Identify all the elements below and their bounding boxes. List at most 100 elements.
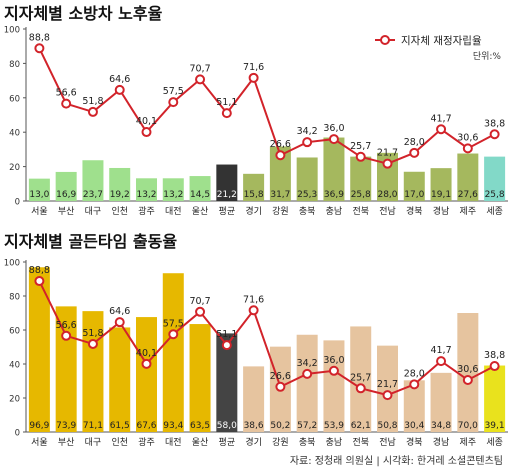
bottom-category-label: 강원 bbox=[272, 437, 289, 448]
top-line-point bbox=[355, 151, 366, 162]
top-bar-label: 13,0 bbox=[29, 190, 49, 200]
top-category-label: 전남 bbox=[379, 206, 396, 217]
bottom-bar-label: 39,1 bbox=[485, 421, 505, 431]
bottom-category-label: 제주 bbox=[460, 437, 477, 448]
bottom-bar-label: 67,6 bbox=[136, 421, 156, 431]
bottom-bar-서울 bbox=[28, 267, 50, 432]
top-category-label: 강원 bbox=[272, 206, 289, 217]
top-bar-강원 bbox=[269, 146, 291, 201]
bottom-bar-전남 bbox=[377, 345, 398, 432]
bottom-bar-경북 bbox=[403, 380, 425, 432]
bottom-line-point bbox=[275, 381, 286, 392]
top-category-label: 인천 bbox=[111, 206, 128, 217]
bottom-bar-인천 bbox=[109, 327, 131, 432]
top-line-label: 56,6 bbox=[56, 88, 77, 99]
top-bar-label: 13,2 bbox=[163, 190, 183, 200]
bottom-line-point bbox=[489, 361, 500, 372]
bottom-line-label: 26,6 bbox=[270, 371, 291, 382]
bottom-line-point bbox=[328, 365, 339, 376]
bottom-category-label: 경기 bbox=[245, 436, 262, 448]
top-bar-부산 bbox=[55, 171, 77, 201]
top-bar-label: 16,9 bbox=[56, 190, 76, 200]
top-line-point bbox=[489, 129, 500, 140]
top-bar-label: 25,8 bbox=[485, 190, 505, 200]
source-credit: 자료: 정청래 의원실 | 시각화: 한겨레 소셜콘텐츠팀 bbox=[290, 455, 503, 467]
bottom-line-point bbox=[248, 305, 259, 316]
top-line-label: 34,2 bbox=[297, 126, 318, 137]
bottom-bar-충북 bbox=[296, 334, 318, 432]
top-line-point bbox=[436, 124, 447, 135]
top-category-label: 대구 bbox=[85, 206, 102, 217]
top-line-point bbox=[195, 74, 206, 85]
top-legend: 지자체 재정자립율 bbox=[375, 34, 482, 47]
bottom-y-tick-label: 60 bbox=[9, 327, 20, 337]
top-category-label: 대전 bbox=[165, 206, 182, 217]
top-bar-전북 bbox=[350, 156, 372, 201]
bottom-bar-label: 34,8 bbox=[431, 421, 451, 431]
bottom-line-point bbox=[462, 374, 473, 385]
top-category-label: 충남 bbox=[326, 206, 343, 217]
bottom-line-point bbox=[436, 356, 447, 367]
bottom-line-label: 34,2 bbox=[297, 358, 318, 369]
top-category-label: 제주 bbox=[460, 206, 477, 217]
bottom-line-label: 41,7 bbox=[430, 345, 451, 356]
top-line-point bbox=[409, 147, 420, 158]
bottom-bar-label: 50,8 bbox=[377, 421, 397, 431]
top-chart-title: 지자체별 소방차 노후율 bbox=[4, 4, 163, 23]
top-bar-충북 bbox=[296, 157, 318, 201]
top-bar-대구 bbox=[82, 160, 104, 201]
bottom-bar-label: 96,9 bbox=[29, 421, 49, 431]
bottom-line-label: 40,1 bbox=[136, 348, 157, 359]
top-category-label: 서울 bbox=[31, 206, 48, 217]
bottom-category-label: 전남 bbox=[379, 437, 396, 448]
bottom-line-label: 51,8 bbox=[82, 328, 103, 339]
top-category-label: 평균 bbox=[219, 206, 236, 217]
bottom-bar-광주 bbox=[136, 317, 157, 432]
top-line-label: 88,8 bbox=[29, 32, 50, 43]
bottom-bar-label: 70,0 bbox=[458, 421, 478, 431]
bottom-bar-경기 bbox=[243, 366, 265, 432]
bottom-category-label: 부산 bbox=[58, 437, 75, 448]
top-bar-제주 bbox=[457, 153, 479, 201]
bottom-line-point bbox=[34, 276, 45, 287]
bottom-category-label: 전북 bbox=[352, 437, 369, 448]
top-line-label: 51,1 bbox=[216, 97, 237, 108]
top-bar-label: 17,0 bbox=[404, 190, 424, 200]
bottom-line-label: 57,5 bbox=[163, 318, 184, 329]
bottom-bar-label: 93,4 bbox=[163, 421, 183, 431]
top-line-label: 57,5 bbox=[163, 86, 184, 97]
top-line-point bbox=[87, 106, 98, 117]
top-line-label: 21,7 bbox=[377, 148, 398, 159]
top-category-label: 세종 bbox=[486, 206, 503, 217]
bottom-bar-label: 58,0 bbox=[217, 421, 237, 431]
top-line-point bbox=[275, 150, 286, 161]
bottom-y-tick-label: 40 bbox=[9, 361, 20, 371]
top-bar-인천 bbox=[109, 167, 131, 201]
bottom-line-point bbox=[355, 383, 366, 394]
bottom-line-point bbox=[141, 358, 152, 369]
top-line-label: 26,6 bbox=[270, 139, 291, 150]
bottom-line-label: 38,8 bbox=[484, 350, 505, 361]
top-category-label: 충북 bbox=[299, 206, 316, 217]
bottom-line-label: 30,6 bbox=[457, 364, 478, 375]
bottom-category-label: 서울 bbox=[31, 437, 48, 448]
top-line-label: 70,7 bbox=[189, 63, 210, 74]
bottom-line-point bbox=[114, 317, 125, 328]
bottom-bar-label: 38,6 bbox=[244, 421, 264, 431]
top-line-point bbox=[61, 98, 72, 109]
bottom-bar-label: 62,1 bbox=[351, 421, 371, 431]
bottom-bar-경남 bbox=[430, 372, 452, 432]
bottom-line-point bbox=[87, 338, 98, 349]
top-bar-label: 21,2 bbox=[217, 190, 237, 200]
top-y-tick-label: 20 bbox=[9, 163, 20, 173]
bottom-category-label: 세종 bbox=[486, 437, 503, 448]
top-line-point bbox=[382, 158, 393, 169]
bottom-line-point bbox=[221, 340, 232, 351]
top-bar-label: 23,7 bbox=[83, 190, 103, 200]
top-line-point bbox=[34, 43, 45, 54]
bottom-line-label: 71,6 bbox=[243, 294, 264, 305]
bottom-bar-label: 73,9 bbox=[56, 421, 76, 431]
top-bar-전남 bbox=[377, 152, 398, 201]
bottom-category-label: 대구 bbox=[85, 437, 102, 448]
legend-label: 지자체 재정자립율 bbox=[401, 34, 482, 47]
